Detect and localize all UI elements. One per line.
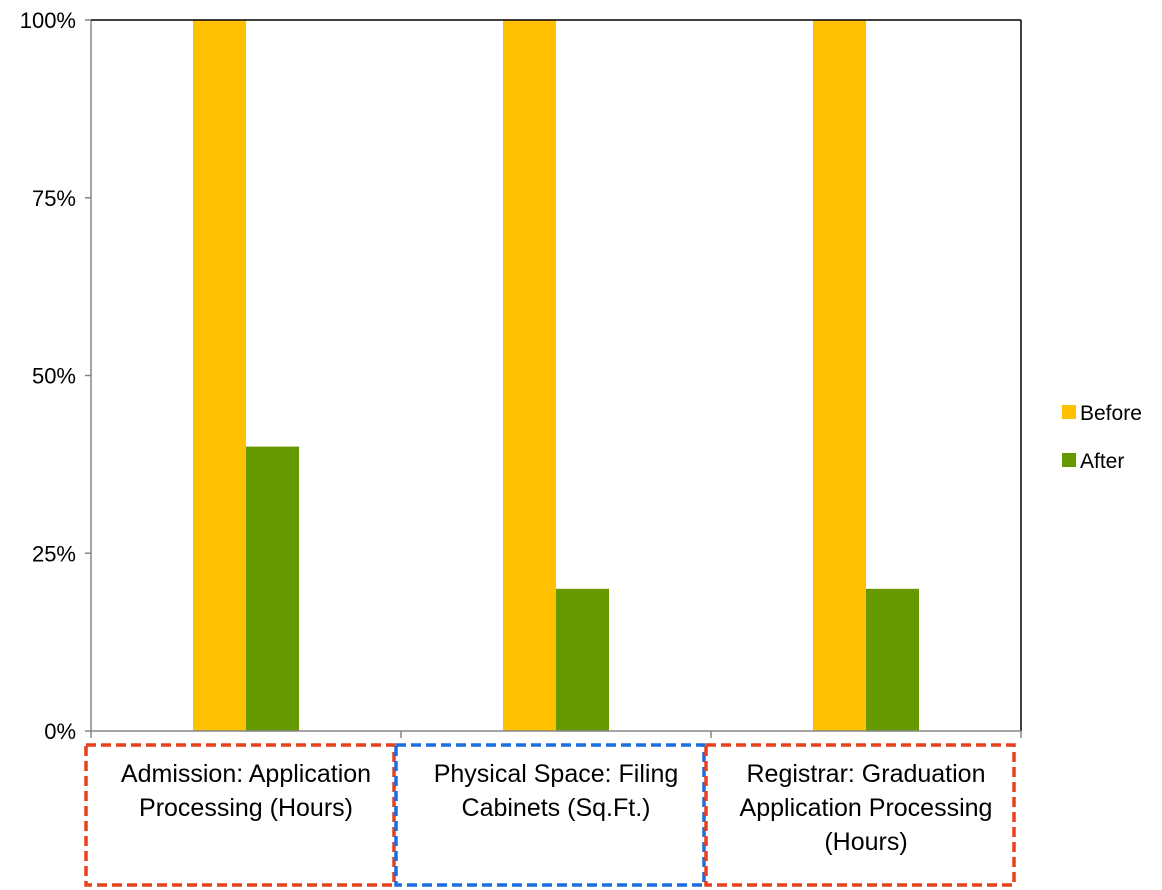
bars: [193, 20, 919, 731]
y-axis-ticks: 0% 25% 50% 75% 100%: [20, 8, 91, 744]
legend-label-after: After: [1080, 450, 1124, 473]
bar-before: [503, 20, 556, 731]
y-tick-label: 25%: [32, 541, 76, 566]
x-category-label: Registrar: Graduation: [746, 760, 985, 788]
legend-swatch-before: [1062, 405, 1076, 419]
y-tick-label: 50%: [32, 364, 76, 389]
x-category-label: Processing (Hours): [139, 794, 353, 822]
x-category-label: (Hours): [824, 828, 907, 856]
legend-swatch-after: [1062, 453, 1076, 467]
legend: Before After: [1062, 402, 1142, 473]
bar-after: [556, 588, 609, 731]
legend-label-before: Before: [1080, 402, 1142, 425]
bar-before: [813, 20, 866, 731]
category-highlight-box: [394, 743, 706, 887]
annotation-boxes: [84, 743, 1016, 887]
y-tick-label: 0%: [44, 719, 76, 744]
x-category-label: Application Processing: [740, 794, 993, 822]
x-category-label: Admission: Application: [121, 760, 371, 788]
bar-after: [246, 446, 299, 731]
axes: [90, 19, 1022, 738]
x-category-label: Physical Space: Filing: [434, 760, 679, 788]
category-highlight-box: [704, 743, 1016, 887]
category-labels: Admission: Application Processing (Hours)…: [121, 760, 993, 856]
x-category-label: Cabinets (Sq.Ft.): [462, 794, 651, 822]
y-tick-label: 75%: [32, 186, 76, 211]
bar-before: [193, 20, 246, 731]
category-highlight-box: [84, 743, 396, 887]
y-tick-label: 100%: [20, 8, 76, 33]
bar-after: [866, 588, 919, 731]
